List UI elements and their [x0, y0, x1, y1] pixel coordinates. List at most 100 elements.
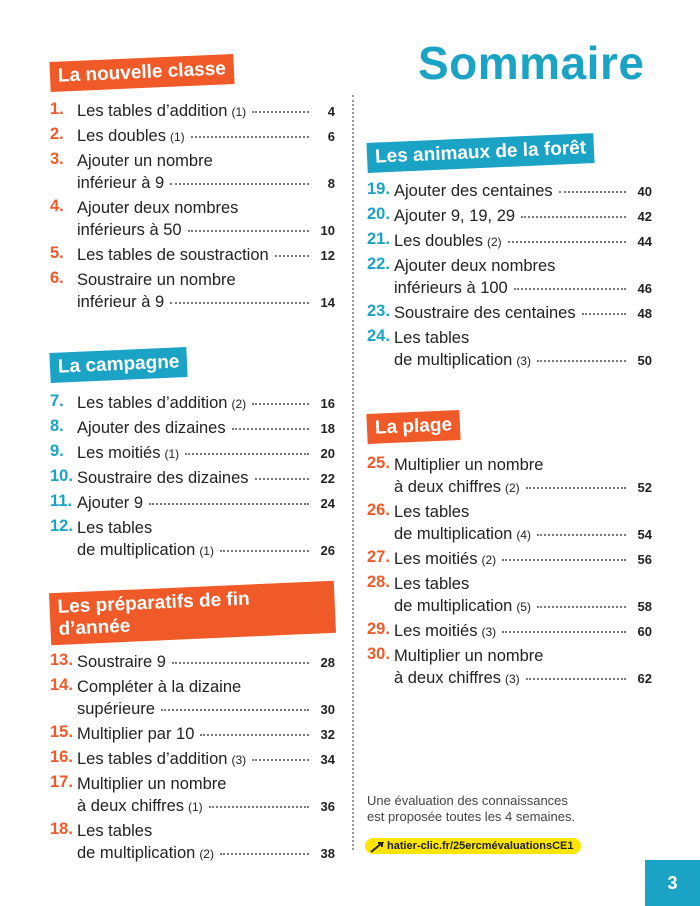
entry-line: Les tables d’addition (1) 4 — [77, 100, 335, 122]
entry-page: 24 — [320, 496, 335, 511]
section-heading: Les préparatifs de fin d’année — [49, 580, 336, 646]
entry-note: (1) — [188, 800, 203, 814]
entry-page: 36 — [320, 799, 335, 814]
entry-number: 16. — [50, 748, 73, 766]
dot-leader — [208, 806, 309, 808]
entry-number: 23. — [367, 302, 390, 320]
entry-line: inférieurs à 100 46 — [394, 277, 652, 299]
entry-line: Multiplier par 10 32 — [77, 723, 335, 745]
entry: 12. Les tables de multiplication (1) 26 — [50, 517, 335, 561]
dot-leader — [536, 360, 626, 362]
entry-body: Les moitiés (1) 20 — [77, 442, 335, 464]
entry-number: 4. — [50, 197, 64, 215]
entry: 7. Les tables d’addition (2) 16 — [50, 392, 335, 414]
entry-body: Soustraire 9 28 — [77, 651, 335, 673]
entry-line: Ajouter un nombre — [77, 150, 335, 172]
entry-text: Multiplier un nombre — [77, 775, 227, 793]
entry-line: Soustraire des centaines 48 — [394, 302, 652, 324]
entry-body: Ajouter 9, 19, 29 42 — [394, 205, 652, 227]
entry-text: Les tables d’addition — [77, 394, 228, 412]
entry-line: de multiplication (3) 50 — [394, 349, 652, 371]
entry-text: Les tables d’addition — [77, 102, 228, 120]
link-text[interactable]: hatier-clic.fr/25ercmévaluationsCE1 — [387, 840, 574, 852]
entry-line: de multiplication (2) 38 — [77, 842, 335, 864]
entry-line: Multiplier un nombre — [77, 773, 335, 795]
entry-number: 8. — [50, 417, 64, 435]
entry-text: Les moitiés — [394, 622, 478, 640]
entry-body: Ajouter un nombre inférieur à 9 8 — [77, 150, 335, 194]
dot-leader — [185, 453, 309, 455]
entry-line: Soustraire des dizaines 22 — [77, 467, 335, 489]
entry-line: Les doubles (2) 44 — [394, 230, 652, 252]
entry-body: Multiplier un nombre à deux chiffres (3) 62 — [394, 645, 652, 689]
entry-line: inférieur à 9 8 — [77, 172, 335, 194]
entry-note: (3) — [516, 354, 531, 368]
entry-text: Les tables — [77, 519, 153, 537]
entry-text: à deux chiffres — [394, 669, 502, 687]
entry-note: (4) — [516, 528, 531, 542]
dot-leader — [170, 183, 309, 185]
dot-leader — [525, 487, 626, 489]
entry-text: de multiplication — [77, 844, 196, 862]
entry-text: Ajouter deux nombres — [77, 199, 239, 217]
entry: 21. Les doubles (2) 44 — [367, 230, 652, 252]
entry: 8. Ajouter des dizaines 18 — [50, 417, 335, 439]
entry-line: Soustraire un nombre — [77, 269, 335, 291]
entry-line: Multiplier un nombre — [394, 454, 652, 476]
entry-note: (1) — [164, 447, 180, 461]
entry-body: Les tables de multiplication (3) 50 — [394, 327, 652, 371]
entry-line: Les moitiés (2) 56 — [394, 548, 652, 570]
entry-line: Les doubles (1) 6 — [77, 125, 335, 147]
entry: 5. Les tables de soustraction 12 — [50, 244, 335, 266]
entry: 15. Multiplier par 10 32 — [50, 723, 335, 745]
entry-note: (3) — [505, 672, 520, 686]
dot-leader — [502, 559, 626, 561]
entry-page: 58 — [637, 599, 652, 614]
entry-number: 6. — [50, 269, 64, 287]
entry: 16. Les tables d’addition (3) 34 — [50, 748, 335, 770]
entry-text: à deux chiffres — [394, 478, 502, 496]
entry-note: (1) — [170, 130, 185, 144]
entry: 28. Les tables de multiplication (5) 58 — [367, 573, 652, 617]
footer-line: est proposée toutes les 4 semaines. — [367, 809, 576, 824]
dot-leader — [219, 550, 309, 552]
entry: 22. Ajouter deux nombres inférieurs à 100 4… — [367, 255, 652, 299]
entry-line: Les tables — [394, 327, 652, 349]
entry-text: Multiplier un nombre — [394, 647, 544, 665]
entry: 29. Les moitiés (3) 60 — [367, 620, 652, 642]
entry-page: 10 — [320, 223, 335, 238]
footer-line: Une évaluation des connaissances — [367, 793, 568, 808]
entry-page: 12 — [320, 248, 335, 263]
entry-text: Soustraire un nombre — [77, 271, 236, 289]
entry-body: Ajouter 9 24 — [77, 492, 335, 514]
link[interactable]: hatier-clic.fr/25ercmévaluationsCE1 — [365, 838, 582, 854]
entry-number: 28. — [367, 573, 390, 591]
entry-line: Les tables — [394, 501, 652, 523]
entry-text: Les doubles — [394, 232, 483, 250]
entry-body: Multiplier par 10 32 — [77, 723, 335, 745]
dot-leader — [513, 288, 626, 290]
entry-page: 20 — [320, 446, 335, 461]
entry: 10. Soustraire des dizaines 22 — [50, 467, 335, 489]
entry-body: Les moitiés (3) 60 — [394, 620, 652, 642]
entry-body: Soustraire des centaines 48 — [394, 302, 652, 324]
entry: 26. Les tables de multiplication (4) 54 — [367, 501, 652, 545]
entry-line: à deux chiffres (1) 36 — [77, 795, 335, 817]
footer-note: Une évaluation des connaissances est pro… — [367, 793, 575, 825]
entry-text: de multiplication — [394, 525, 513, 543]
dot-leader — [252, 111, 309, 113]
entry: 23. Soustraire des centaines 48 — [367, 302, 652, 324]
entry-note: (2) — [231, 397, 247, 411]
entry-number: 17. — [50, 773, 73, 791]
dot-leader — [187, 230, 309, 232]
entry-line: Ajouter deux nombres — [394, 255, 652, 277]
page-number: 3 — [645, 860, 700, 906]
section: Les animaux de la forêt 19. Ajouter des ce… — [366, 133, 652, 374]
entry-page: 26 — [320, 543, 335, 558]
dot-leader — [507, 241, 626, 243]
entry-text: Soustraire des dizaines — [77, 469, 249, 487]
section-heading: La nouvelle classe — [49, 54, 235, 92]
entry-text: inférieurs à 100 — [394, 279, 508, 297]
entry-number: 24. — [367, 327, 390, 345]
